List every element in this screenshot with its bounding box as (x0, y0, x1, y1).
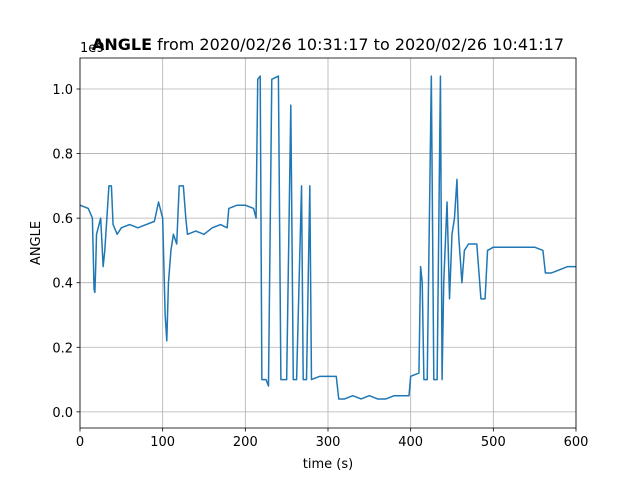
y-tick-label: 1.0 (52, 83, 73, 98)
data-line (79, 75, 576, 400)
chart-title: ANGLE from 2020/02/26 10:31:17 to 2020/0… (92, 35, 564, 54)
x-tick-label: 200 (233, 435, 258, 450)
x-tick-label: 600 (564, 435, 589, 450)
x-axis-label: time (s) (303, 457, 353, 472)
y-tick-label: 0.2 (52, 341, 73, 356)
x-tick-label: 500 (481, 435, 506, 450)
x-tick-label: 100 (150, 435, 175, 450)
x-tick-label: 400 (398, 435, 423, 450)
y-tick-label: 0.4 (52, 277, 73, 292)
plot-frame (79, 57, 577, 429)
y-axis-label: ANGLE (29, 221, 44, 265)
y-tick-label: 0.0 (52, 406, 73, 421)
x-tick-label: 0 (76, 435, 84, 450)
x-tick-label: 300 (316, 435, 341, 450)
offset-text: 1e9 (80, 41, 105, 56)
title-bold: ANGLE (92, 35, 152, 54)
title-rest: from 2020/02/26 10:31:17 to 2020/02/26 1… (157, 35, 564, 54)
y-tick-label: 0.8 (52, 148, 73, 163)
y-tick-label: 0.6 (52, 212, 73, 227)
